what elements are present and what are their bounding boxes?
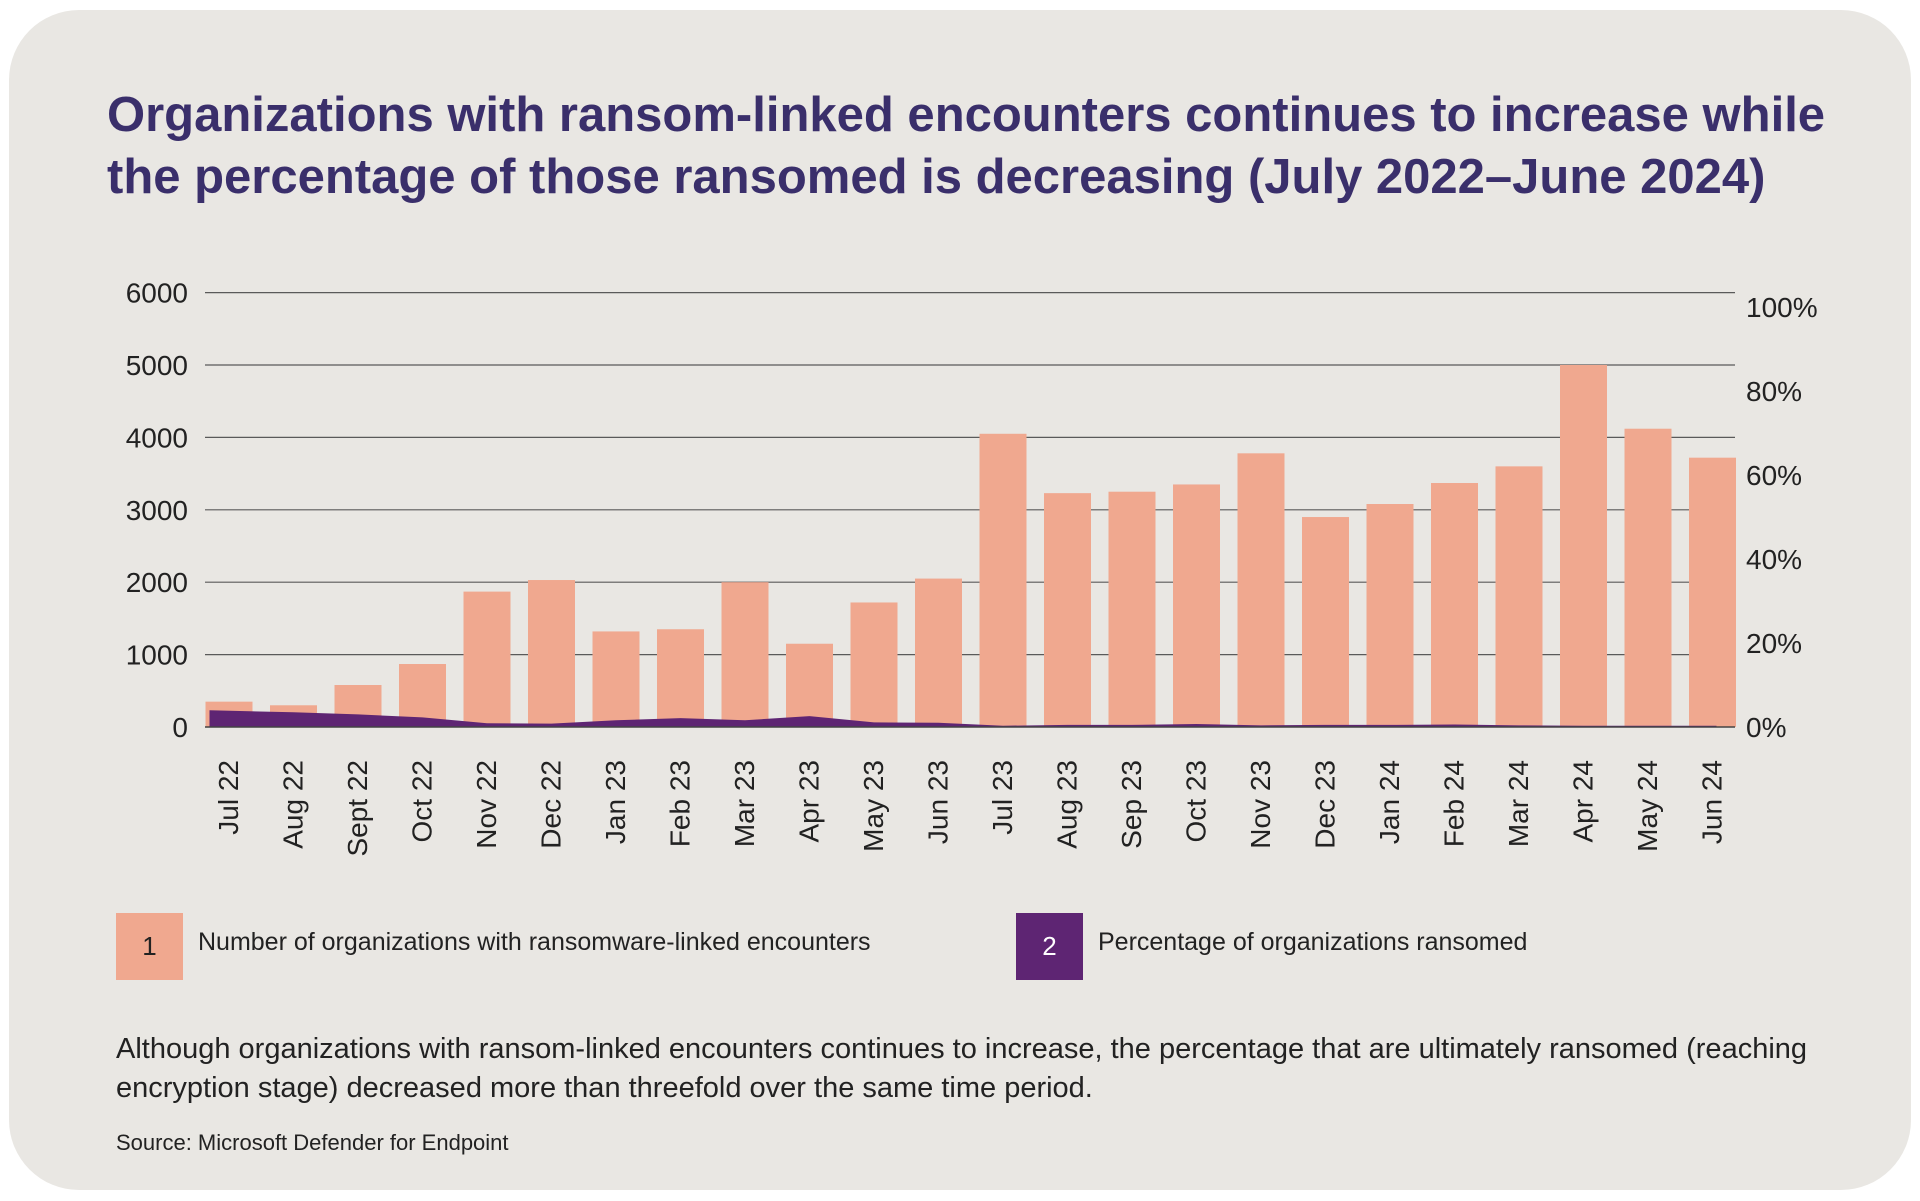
bar [592, 631, 640, 727]
x-tick-label: Sep 23 [1116, 760, 1147, 849]
bar [1173, 484, 1220, 727]
y-right-tick-label: 100% [1746, 292, 1818, 323]
x-tick-label: Aug 22 [278, 760, 309, 849]
y-right-tick-label: 0% [1746, 712, 1786, 743]
y-left-tick-label: 6000 [126, 278, 188, 309]
y-left-tick-label: 4000 [126, 422, 188, 453]
bar [1624, 428, 1672, 727]
x-tick-label: Apr 24 [1568, 760, 1599, 843]
x-tick-label: Mar 24 [1503, 760, 1534, 847]
x-tick-label: Jul 23 [987, 760, 1018, 835]
bar [1302, 517, 1349, 727]
bar [657, 629, 704, 727]
bar [1366, 504, 1414, 727]
x-tick-label: Dec 23 [1310, 760, 1341, 849]
x-tick-label: Nov 22 [471, 760, 502, 849]
x-tick-label: Mar 23 [729, 760, 760, 847]
percentage-area-series [209, 710, 1717, 727]
y-left-tick-label: 3000 [126, 495, 188, 526]
bar [1044, 493, 1091, 727]
x-tick-label: Oct 22 [407, 760, 438, 842]
y-left-tick-label: 5000 [126, 350, 188, 381]
x-tick-label: May 23 [858, 760, 889, 852]
chart: 0 1000 2000 3000 4000 5000 6000 0% 20% 40% 60% 80% 1… [126, 278, 1818, 857]
bar [1560, 365, 1607, 727]
x-tick-label: Jan 23 [600, 760, 631, 844]
chart-note: Although organizations with ransom-linke… [116, 1033, 1808, 1104]
x-tick-label: May 24 [1632, 760, 1663, 852]
bar [915, 578, 962, 727]
y-left-tick-label: 1000 [126, 640, 188, 671]
bar [979, 433, 1027, 727]
bar [1237, 453, 1285, 727]
legend-swatch-1: 1 [116, 913, 183, 980]
bar [1431, 483, 1478, 727]
x-tick-label: Aug 23 [1052, 760, 1083, 849]
x-tick-label: Apr 23 [794, 760, 825, 843]
chart-title: Organizations with ransom-linked encount… [107, 88, 1826, 204]
legend-label-2: Percentage of organizations ransomed [1098, 928, 1528, 956]
y-right-tick-label: 40% [1746, 544, 1802, 575]
legend-swatch-2: 2 [1016, 913, 1083, 980]
x-tick-label: Oct 23 [1181, 760, 1212, 842]
x-tick-label: Jan 24 [1374, 760, 1405, 844]
y-left-tick-label: 0 [172, 712, 188, 743]
bar [1108, 491, 1156, 727]
bar [1495, 466, 1543, 727]
x-tick-label: Jul 22 [213, 760, 244, 835]
x-tick-label: Dec 22 [536, 760, 567, 849]
y-right-tick-label: 20% [1746, 628, 1802, 659]
bar [850, 602, 898, 727]
bar [528, 580, 575, 727]
x-tick-label: Jun 23 [923, 760, 954, 844]
bar [786, 643, 833, 727]
x-tick-label: Nov 23 [1245, 760, 1276, 849]
x-tick-label: Jun 24 [1697, 760, 1728, 844]
bar [1689, 457, 1736, 727]
y-right-tick-label: 80% [1746, 376, 1802, 407]
y-left-tick-label: 2000 [126, 567, 188, 598]
source-note: Source: Microsoft Defender for Endpoint [116, 1130, 509, 1155]
legend-label-1: Number of organizations with ransomware-… [198, 928, 871, 956]
x-tick-label: Sept 22 [342, 760, 373, 857]
x-tick-label: Feb 24 [1439, 760, 1470, 847]
x-tick-label: Feb 23 [665, 760, 696, 847]
bar [721, 582, 769, 727]
y-right-tick-label: 60% [1746, 460, 1802, 491]
bar [399, 664, 446, 727]
bar [463, 591, 511, 727]
